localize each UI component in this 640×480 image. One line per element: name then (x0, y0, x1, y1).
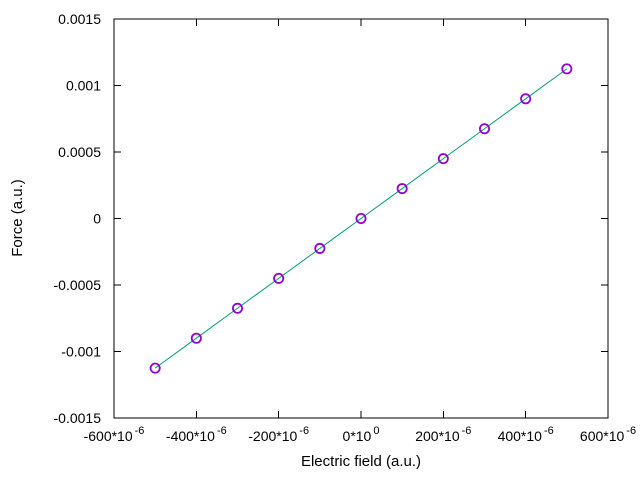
x-tick-label: 600*10 -6 (580, 425, 636, 444)
data-point-marker (520, 93, 532, 105)
data-point-marker (231, 302, 243, 314)
data-point-marker (314, 242, 326, 254)
data-point-marker (190, 332, 202, 344)
y-tick-label: -0.0005 (54, 277, 102, 293)
x-tick-label: 0*10 0 (343, 425, 380, 444)
data-point-marker (478, 123, 490, 135)
y-tick-label: 0 (93, 211, 101, 227)
x-tick-label: 400*10 -6 (498, 425, 554, 444)
y-tick-label: 0.0005 (58, 144, 101, 160)
x-axis-title: Electric field (a.u.) (301, 453, 421, 470)
y-tick-label: 0.001 (66, 78, 101, 94)
data-point-marker (273, 272, 285, 284)
plot-border (113, 18, 609, 419)
series-line (154, 68, 568, 369)
chart-generated-content: -600*10 -6 -400*10 -6 -200*10 -6 0*10 0 200*10 -6… (54, 11, 637, 444)
x-tick-label: -600*10 -6 (84, 425, 145, 444)
y-tick-label: -0.001 (61, 344, 101, 360)
x-tick-label: -400*10 -6 (166, 425, 227, 444)
data-point-marker (396, 183, 408, 195)
data-point-marker (561, 63, 573, 75)
x-tick-label: 200*10 -6 (415, 425, 471, 444)
data-point-marker (149, 362, 161, 374)
x-tick-label: -200*10 -6 (248, 425, 309, 444)
data-point-marker (437, 153, 449, 165)
y-tick-label: -0.0015 (54, 410, 102, 426)
data-point-marker (355, 212, 367, 224)
y-axis-title: Force (a.u.) (9, 179, 26, 257)
y-tick-label: 0.0015 (58, 11, 101, 27)
